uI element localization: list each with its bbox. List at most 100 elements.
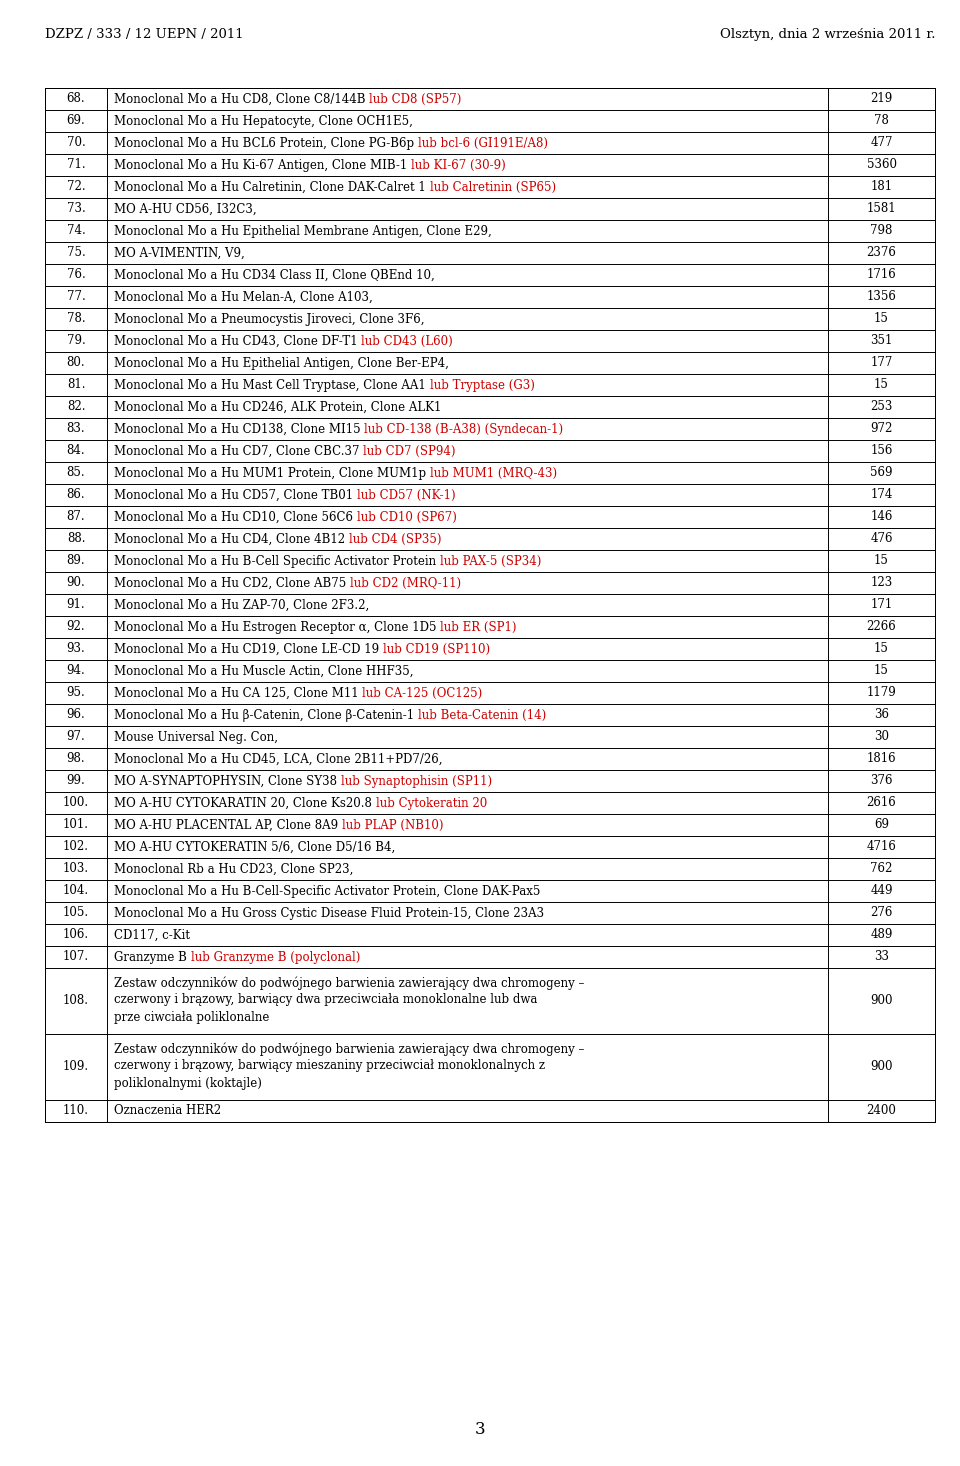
Text: 73.: 73. [66, 202, 85, 216]
Text: 78: 78 [874, 114, 889, 128]
Text: 4716: 4716 [867, 840, 897, 853]
Text: MO A-HU CYTOKARATIN 20, Clone Ks20.8: MO A-HU CYTOKARATIN 20, Clone Ks20.8 [114, 796, 375, 809]
Text: lub CD7 (SP94): lub CD7 (SP94) [363, 444, 456, 457]
Text: Monoclonal Rb a Hu CD23, Clone SP23,: Monoclonal Rb a Hu CD23, Clone SP23, [114, 862, 353, 875]
Text: 376: 376 [871, 774, 893, 787]
Text: lub Beta-Catenin (14): lub Beta-Catenin (14) [418, 708, 546, 721]
Text: Monoclonal Mo a Hu Hepatocyte, Clone OCH1E5,: Monoclonal Mo a Hu Hepatocyte, Clone OCH… [114, 114, 413, 128]
Text: 171: 171 [871, 598, 893, 611]
Text: 78.: 78. [66, 312, 85, 325]
Text: 762: 762 [871, 862, 893, 875]
Text: lub Tryptase (G3): lub Tryptase (G3) [429, 378, 535, 391]
Text: Monoclonal Mo a Hu CD7, Clone CBC.37: Monoclonal Mo a Hu CD7, Clone CBC.37 [114, 444, 363, 457]
Text: 569: 569 [871, 466, 893, 479]
Text: 88.: 88. [67, 532, 85, 545]
Text: 2616: 2616 [867, 796, 897, 809]
Text: 477: 477 [871, 136, 893, 150]
Text: Monoclonal Mo a Pneumocystis Jiroveci, Clone 3F6,: Monoclonal Mo a Pneumocystis Jiroveci, C… [114, 312, 424, 325]
Text: 91.: 91. [66, 598, 85, 611]
Text: lub CD10 (SP67): lub CD10 (SP67) [357, 510, 457, 523]
Text: 74.: 74. [66, 224, 85, 237]
Text: Zestaw odczynników do podwójnego barwienia zawierający dwa chromogeny –
czerwony: Zestaw odczynników do podwójnego barwien… [114, 1042, 585, 1089]
Text: 1356: 1356 [867, 290, 897, 303]
Text: 15: 15 [874, 312, 889, 325]
Text: Monoclonal Mo a Hu β-Catenin, Clone β-Catenin-1: Monoclonal Mo a Hu β-Catenin, Clone β-Ca… [114, 708, 418, 721]
Text: 2266: 2266 [867, 620, 897, 633]
Text: Monoclonal Mo a Hu CD34 Class II, Clone QBEnd 10,: Monoclonal Mo a Hu CD34 Class II, Clone … [114, 268, 435, 281]
Text: 83.: 83. [66, 422, 85, 435]
Text: Monoclonal Mo a Hu CD19, Clone LE-CD 19: Monoclonal Mo a Hu CD19, Clone LE-CD 19 [114, 642, 383, 655]
Text: Monoclonal Mo a Hu Ki-67 Antigen, Clone MIB-1: Monoclonal Mo a Hu Ki-67 Antigen, Clone … [114, 158, 411, 172]
Text: 219: 219 [871, 92, 893, 106]
Text: 174: 174 [871, 488, 893, 501]
Text: Zestaw odczynników do podwójnego barwienia zawierający dwa chromogeny –
czerwony: Zestaw odczynników do podwójnego barwien… [114, 976, 585, 1023]
Text: Granzyme B: Granzyme B [114, 950, 191, 963]
Text: 146: 146 [871, 510, 893, 523]
Text: Monoclonal Mo a Hu BCL6 Protein, Clone PG-B6p: Monoclonal Mo a Hu BCL6 Protein, Clone P… [114, 136, 418, 150]
Text: Monoclonal Mo a Hu Calretinin, Clone DAK-Calret 1: Monoclonal Mo a Hu Calretinin, Clone DAK… [114, 180, 429, 194]
Text: 97.: 97. [66, 730, 85, 743]
Text: lub CD-138 (B-A38) (Syndecan-1): lub CD-138 (B-A38) (Syndecan-1) [365, 422, 564, 435]
Text: Monoclonal Mo a Hu CD138, Clone MI15: Monoclonal Mo a Hu CD138, Clone MI15 [114, 422, 365, 435]
Text: Monoclonal Mo a Hu MUM1 Protein, Clone MUM1p: Monoclonal Mo a Hu MUM1 Protein, Clone M… [114, 466, 430, 479]
Text: CD117, c-Kit: CD117, c-Kit [114, 928, 190, 941]
Text: 108.: 108. [63, 994, 89, 1007]
Text: Monoclonal Mo a Hu Muscle Actin, Clone HHF35,: Monoclonal Mo a Hu Muscle Actin, Clone H… [114, 664, 414, 677]
Text: lub CD2 (MRQ-11): lub CD2 (MRQ-11) [350, 576, 461, 589]
Text: lub CD57 (NK-1): lub CD57 (NK-1) [357, 488, 455, 501]
Text: Monoclonal Mo a Hu B-Cell Specific Activator Protein: Monoclonal Mo a Hu B-Cell Specific Activ… [114, 554, 440, 567]
Text: lub CD43 (L60): lub CD43 (L60) [361, 334, 453, 347]
Text: 90.: 90. [66, 576, 85, 589]
Text: 177: 177 [871, 356, 893, 369]
Text: 77.: 77. [66, 290, 85, 303]
Text: 351: 351 [871, 334, 893, 347]
Text: 72.: 72. [66, 180, 85, 194]
Text: 92.: 92. [66, 620, 85, 633]
Text: 103.: 103. [63, 862, 89, 875]
Text: MO A-VIMENTIN, V9,: MO A-VIMENTIN, V9, [114, 246, 245, 259]
Text: 76.: 76. [66, 268, 85, 281]
Text: 1581: 1581 [867, 202, 897, 216]
Text: lub PLAP (NB10): lub PLAP (NB10) [342, 818, 444, 831]
Text: 98.: 98. [66, 752, 85, 765]
Text: Monoclonal Mo a Hu Gross Cystic Disease Fluid Protein-15, Clone 23A3: Monoclonal Mo a Hu Gross Cystic Disease … [114, 906, 544, 919]
Text: 93.: 93. [66, 642, 85, 655]
Text: 89.: 89. [66, 554, 85, 567]
Text: 798: 798 [871, 224, 893, 237]
Text: lub Synaptophisin (SP11): lub Synaptophisin (SP11) [341, 774, 492, 787]
Text: 75.: 75. [66, 246, 85, 259]
Text: 101.: 101. [63, 818, 89, 831]
Text: 15: 15 [874, 554, 889, 567]
Text: Monoclonal Mo a Hu CA 125, Clone M11: Monoclonal Mo a Hu CA 125, Clone M11 [114, 686, 362, 699]
Text: lub KI-67 (30-9): lub KI-67 (30-9) [411, 158, 506, 172]
Text: lub CD19 (SP110): lub CD19 (SP110) [383, 642, 490, 655]
Text: Monoclonal Mo a Hu Melan-A, Clone A103,: Monoclonal Mo a Hu Melan-A, Clone A103, [114, 290, 372, 303]
Text: 15: 15 [874, 664, 889, 677]
Text: 85.: 85. [66, 466, 85, 479]
Text: 107.: 107. [63, 950, 89, 963]
Text: 104.: 104. [63, 884, 89, 897]
Text: 489: 489 [871, 928, 893, 941]
Text: 71.: 71. [66, 158, 85, 172]
Text: 70.: 70. [66, 136, 85, 150]
Text: Monoclonal Mo a Hu Epithelial Membrane Antigen, Clone E29,: Monoclonal Mo a Hu Epithelial Membrane A… [114, 224, 492, 237]
Text: 80.: 80. [66, 356, 85, 369]
Text: lub ER (SP1): lub ER (SP1) [441, 620, 516, 633]
Text: 81.: 81. [67, 378, 85, 391]
Text: Monoclonal Mo a Hu CD246, ALK Protein, Clone ALK1: Monoclonal Mo a Hu CD246, ALK Protein, C… [114, 400, 442, 413]
Text: 82.: 82. [67, 400, 85, 413]
Text: 1179: 1179 [867, 686, 897, 699]
Text: 109.: 109. [63, 1060, 89, 1073]
Text: Monoclonal Mo a Hu CD10, Clone 56C6: Monoclonal Mo a Hu CD10, Clone 56C6 [114, 510, 357, 523]
Text: 96.: 96. [66, 708, 85, 721]
Text: Mouse Universal Neg. Con,: Mouse Universal Neg. Con, [114, 730, 278, 743]
Text: 181: 181 [871, 180, 893, 194]
Text: Monoclonal Mo a Hu Estrogen Receptor α, Clone 1D5: Monoclonal Mo a Hu Estrogen Receptor α, … [114, 620, 441, 633]
Text: 99.: 99. [66, 774, 85, 787]
Text: 253: 253 [871, 400, 893, 413]
Text: lub CA-125 (OC125): lub CA-125 (OC125) [362, 686, 483, 699]
Text: 68.: 68. [66, 92, 85, 106]
Text: 106.: 106. [63, 928, 89, 941]
Text: 5360: 5360 [867, 158, 897, 172]
Text: Olsztyn, dnia 2 września 2011 r.: Olsztyn, dnia 2 września 2011 r. [719, 28, 935, 41]
